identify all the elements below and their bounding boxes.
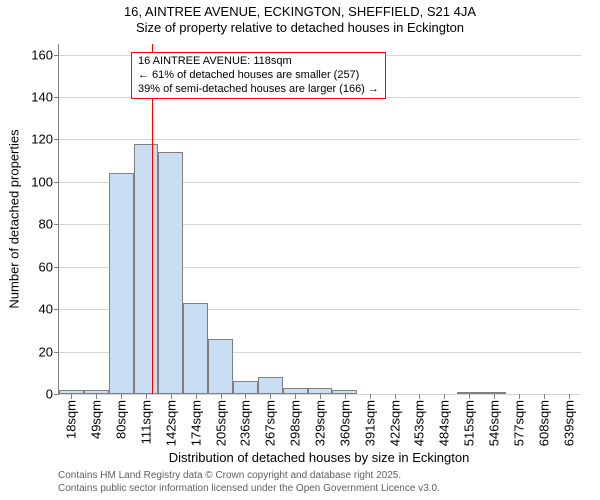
xtick-mark — [171, 394, 172, 399]
xtick-mark — [444, 394, 445, 399]
xtick-mark — [320, 394, 321, 399]
xtick-label: 329sqm — [313, 400, 328, 446]
xtick-mark — [146, 394, 147, 399]
xtick-mark — [121, 394, 122, 399]
ytick-label: 40 — [39, 302, 59, 317]
xtick-mark — [245, 394, 246, 399]
ytick-label: 0 — [46, 387, 59, 402]
chart-title-line-1: 16, AINTREE AVENUE, ECKINGTON, SHEFFIELD… — [0, 4, 600, 20]
xtick-mark — [569, 394, 570, 399]
xtick-label: 49sqm — [89, 400, 104, 439]
xtick-mark — [345, 394, 346, 399]
ytick-label: 160 — [31, 47, 59, 62]
xtick-mark — [295, 394, 296, 399]
x-axis-title: Distribution of detached houses by size … — [169, 450, 470, 465]
callout-line-1: 16 AINTREE AVENUE: 118sqm — [138, 55, 379, 69]
chart-titles: 16, AINTREE AVENUE, ECKINGTON, SHEFFIELD… — [0, 4, 600, 37]
ytick-label: 120 — [31, 132, 59, 147]
xtick-label: 236sqm — [238, 400, 253, 446]
histogram-bar — [233, 381, 258, 394]
xtick-label: 422sqm — [387, 400, 402, 446]
xtick-label: 391sqm — [362, 400, 377, 446]
attribution-line-1: Contains HM Land Registry data © Crown c… — [58, 470, 440, 483]
ytick-label: 100 — [31, 174, 59, 189]
xtick-label: 453sqm — [412, 400, 427, 446]
xtick-label: 18sqm — [64, 400, 79, 439]
xtick-label: 111sqm — [139, 400, 154, 444]
xtick-mark — [469, 394, 470, 399]
xtick-mark — [395, 394, 396, 399]
xtick-label: 577sqm — [511, 400, 526, 446]
xtick-label: 298sqm — [288, 400, 303, 446]
xtick-label: 546sqm — [487, 400, 502, 446]
histogram-bar — [208, 339, 233, 394]
xtick-label: 267sqm — [263, 400, 278, 446]
xtick-mark — [419, 394, 420, 399]
histogram-bar — [109, 173, 134, 394]
histogram-bar — [183, 303, 208, 394]
ytick-label: 60 — [39, 259, 59, 274]
xtick-mark — [221, 394, 222, 399]
y-axis-title: Number of detached properties — [7, 129, 22, 308]
callout-line-2: ← 61% of detached houses are smaller (25… — [138, 69, 379, 83]
xtick-label: 639sqm — [561, 400, 576, 446]
xtick-mark — [370, 394, 371, 399]
xtick-mark — [519, 394, 520, 399]
chart-container: 16, AINTREE AVENUE, ECKINGTON, SHEFFIELD… — [0, 0, 600, 500]
xtick-label: 484sqm — [437, 400, 452, 446]
xtick-label: 205sqm — [213, 400, 228, 446]
histogram-bar — [258, 377, 283, 394]
callout-line-3: 39% of semi-detached houses are larger (… — [138, 83, 379, 97]
xtick-mark — [270, 394, 271, 399]
histogram-bar — [134, 144, 159, 394]
xtick-mark — [196, 394, 197, 399]
histogram-bar — [158, 152, 183, 394]
xtick-label: 174sqm — [188, 400, 203, 446]
gridline-h — [59, 139, 581, 140]
attribution-text: Contains HM Land Registry data © Crown c… — [58, 470, 440, 495]
attribution-line-2: Contains public sector information licen… — [58, 483, 440, 496]
xtick-label: 515sqm — [462, 400, 477, 446]
xtick-label: 608sqm — [536, 400, 551, 446]
xtick-mark — [494, 394, 495, 399]
xtick-label: 360sqm — [337, 400, 352, 446]
ytick-label: 140 — [31, 90, 59, 105]
ytick-label: 20 — [39, 344, 59, 359]
xtick-mark — [544, 394, 545, 399]
xtick-mark — [71, 394, 72, 399]
xtick-label: 142sqm — [163, 400, 178, 446]
chart-title-line-2: Size of property relative to detached ho… — [0, 20, 600, 36]
marker-callout: 16 AINTREE AVENUE: 118sqm ← 61% of detac… — [131, 52, 386, 99]
ytick-label: 80 — [39, 217, 59, 232]
plot-area: 02040608010012014016018sqm49sqm80sqm111s… — [58, 44, 581, 395]
xtick-label: 80sqm — [114, 400, 129, 439]
xtick-mark — [96, 394, 97, 399]
